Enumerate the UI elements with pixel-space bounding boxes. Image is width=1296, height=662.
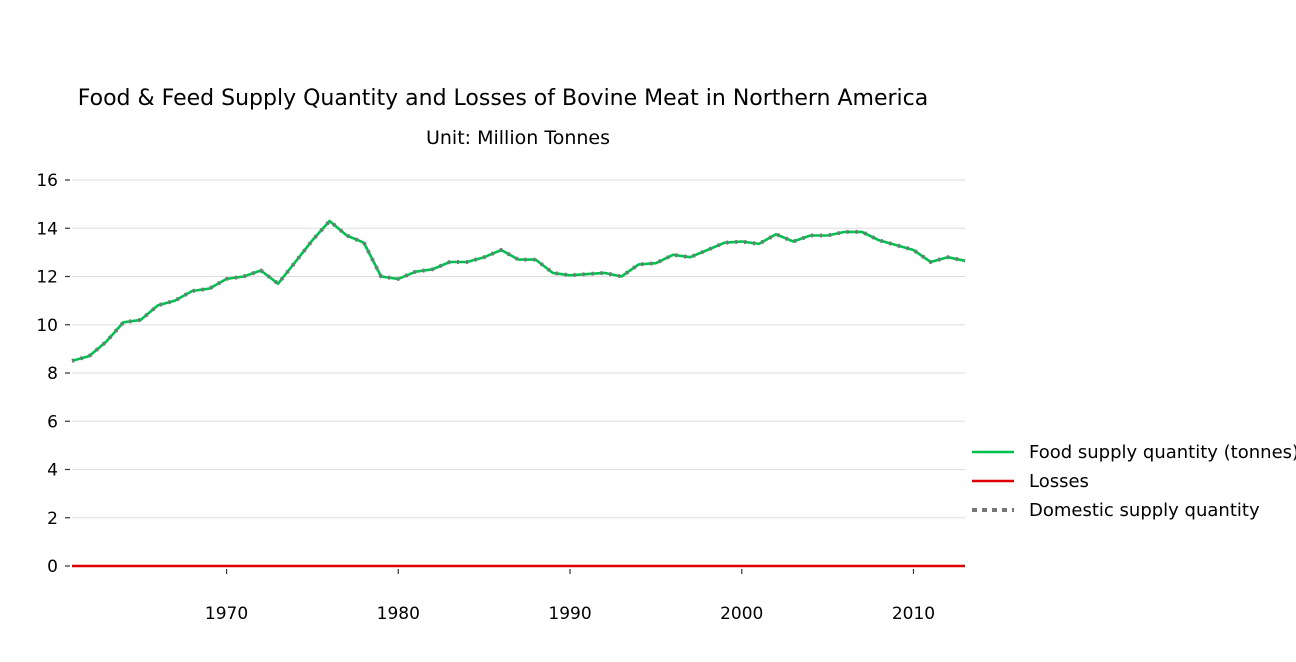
y-tick-label: 0: [47, 557, 58, 577]
y-tick-label: 12: [36, 268, 58, 288]
y-tick-label: 8: [47, 364, 58, 384]
legend-label: Food supply quantity (tonnes): [1029, 442, 1296, 463]
y-axis: 0 2 4 6 8 10 12 14 16: [36, 171, 70, 577]
x-tick-label: 1990: [548, 604, 591, 624]
x-tick-label: 2000: [720, 604, 763, 624]
y-tick-label: 10: [36, 316, 58, 336]
chart-subtitle: Unit: Million Tonnes: [426, 127, 610, 149]
x-axis: 1970 1980 1990 2000 2010: [205, 569, 935, 624]
x-tick-label: 1970: [205, 604, 248, 624]
series-line-food-supply-quantity-tonnes: [71, 219, 966, 363]
series-line-domestic-supply-quantity: [71, 219, 966, 363]
legend: Food supply quantity (tonnes) Losses Domes…: [972, 442, 1296, 521]
y-tick-label: 4: [47, 461, 58, 481]
y-tick-label: 14: [36, 219, 58, 239]
y-tick-label: 16: [36, 171, 58, 191]
x-tick-label: 1980: [377, 604, 420, 624]
legend-label: Losses: [1029, 471, 1089, 492]
plot-area: [71, 219, 966, 568]
y-tick-label: 6: [47, 412, 58, 432]
grid-lines: [72, 179, 965, 567]
y-tick-label: 2: [47, 509, 58, 529]
x-tick-label: 2010: [892, 604, 935, 624]
chart-title: Food & Feed Supply Quantity and Losses o…: [78, 86, 928, 111]
legend-label: Domestic supply quantity: [1029, 500, 1260, 521]
